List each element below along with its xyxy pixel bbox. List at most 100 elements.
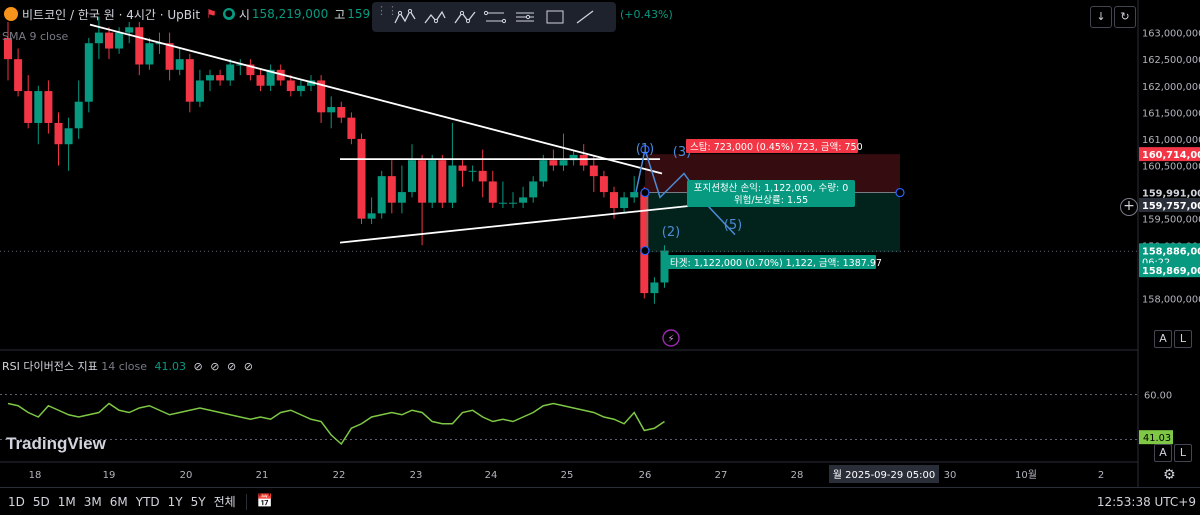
time-tick-label: 26 <box>639 470 652 481</box>
target-price-tag: 158,869,000 <box>1142 266 1200 277</box>
range-all[interactable]: 전체 <box>213 495 236 509</box>
time-tick-label: 27 <box>715 470 728 481</box>
candle-body <box>468 170 477 172</box>
candle-body <box>135 27 144 65</box>
rsi-indicator-label[interactable]: RSI 다이버전스 지표 14 close 41.03 ⊘ ⊘ ⊘ ⊘ <box>2 358 253 374</box>
position-label-line1: 포지션청산 손익: 1,122,000, 수량: 0 <box>694 182 849 194</box>
range-1d[interactable]: 1D <box>8 494 25 509</box>
stop-price-tag-bg <box>1139 147 1200 162</box>
divider <box>245 493 247 510</box>
rsi-line <box>7 402 665 446</box>
short-position-icon[interactable] <box>512 5 538 29</box>
range-5d[interactable]: 5D <box>32 494 50 509</box>
range-ytd[interactable]: YTD <box>135 494 160 509</box>
clock[interactable]: 12:53:38 UTC+9 <box>1096 494 1196 509</box>
calendar-icon[interactable]: 📅 <box>256 494 273 509</box>
time-tick-label: 2 <box>1098 470 1104 481</box>
rsi-log-scale-button[interactable]: L <box>1174 444 1192 462</box>
line-icon[interactable] <box>572 5 598 29</box>
candle-body <box>498 202 507 204</box>
range-1y[interactable]: 1Y <box>167 494 183 509</box>
candle-body <box>397 192 406 203</box>
candle-body <box>24 91 33 123</box>
rsi-flag-icon[interactable]: ⊘ <box>243 360 253 373</box>
candle-body <box>438 160 447 203</box>
time-tick-label: 23 <box>410 470 423 481</box>
target-price-tag-bg <box>1139 263 1200 278</box>
stop-label-bg <box>686 139 858 153</box>
candle-body <box>488 181 497 203</box>
rsi-flag-icon[interactable]: ⊘ <box>210 360 220 373</box>
drag-handle-icon[interactable]: ⋮⋮ <box>376 4 398 17</box>
lightning-icon <box>662 329 680 347</box>
rsi-flag-icon[interactable]: ⊘ <box>226 360 237 373</box>
price-tick-label: 161,500,000 <box>1142 108 1200 119</box>
stop-label: 스탑: 723,000 (0.45%) 723, 금액: 750 <box>690 141 863 153</box>
range-3m[interactable]: 3M <box>83 494 102 509</box>
settings-gear-icon[interactable]: ⚙ <box>1163 467 1176 483</box>
rsi-auto-scale-button[interactable]: A <box>1154 444 1172 462</box>
time-tick-label: 24 <box>485 470 498 481</box>
lightning-icon-glyph: ⚡ <box>667 334 674 345</box>
rsi-value: 41.03 <box>154 360 187 373</box>
high-label: 고 <box>334 7 346 22</box>
candle-body <box>529 181 538 198</box>
candle-body <box>84 43 93 102</box>
range-5y[interactable]: 5Y <box>190 494 206 509</box>
stop-price-tag: 160,714,000 <box>1142 150 1200 161</box>
current-price-tag: 158,886,000 <box>1142 246 1200 257</box>
candle-body <box>296 85 305 92</box>
time-tick-label: 22 <box>333 470 346 481</box>
candle-body <box>579 154 588 166</box>
rsi-flag-icon[interactable]: ⊘ <box>193 360 203 373</box>
candle-body <box>387 176 396 203</box>
candle-body <box>327 107 336 113</box>
candle-body <box>165 43 174 70</box>
candle-body <box>589 165 598 177</box>
rectangle-icon[interactable] <box>542 5 568 29</box>
price-change: (+0.43%) <box>620 8 673 21</box>
time-tick-label: 18 <box>29 470 42 481</box>
candle-body <box>4 37 12 60</box>
refresh-icon[interactable]: ↻ <box>1114 6 1136 28</box>
price-tick-label: 158,000,000 <box>1142 294 1200 305</box>
log-scale-button[interactable]: L <box>1174 330 1192 348</box>
sma-indicator-label[interactable]: SMA 9 close <box>2 30 69 43</box>
entry-price-tag-bg <box>1139 185 1200 200</box>
rsi-params: 14 close <box>101 360 148 373</box>
pattern-icon[interactable] <box>422 5 448 29</box>
candle-body <box>286 80 295 92</box>
candle-body <box>509 202 517 204</box>
candle-body <box>448 165 457 203</box>
time-cursor-tag: 월 2025-09-29 05:00 <box>833 469 936 481</box>
rsi-title: RSI 다이버전스 지표 <box>2 360 98 373</box>
symbol-title[interactable]: 비트코인 / 한국 원 · 4시간 · UpBit <box>22 7 201 22</box>
time-cursor-tag-bg <box>829 465 939 483</box>
range-1m[interactable]: 1M <box>57 494 76 509</box>
candle-body <box>44 91 53 123</box>
candle-body <box>54 122 63 145</box>
candle-body <box>367 213 376 219</box>
candle-body <box>307 80 315 86</box>
candle-body <box>246 64 255 76</box>
market-status-icon: ● <box>222 8 235 20</box>
candle-body <box>145 43 154 65</box>
flag-icon[interactable]: ⚑ <box>206 7 217 21</box>
auto-scale-button[interactable]: A <box>1154 330 1172 348</box>
drag-handle <box>640 245 650 256</box>
range-6m[interactable]: 6M <box>109 494 128 509</box>
time-tick-label: 30 <box>944 470 957 481</box>
add-alert-icon[interactable]: + <box>1120 198 1138 216</box>
long-position-icon[interactable] <box>482 5 508 29</box>
drag-handle <box>895 187 905 198</box>
open-value: 158,219,000 <box>251 7 329 21</box>
abcd-icon[interactable] <box>452 5 478 29</box>
rsi-current-tag-bg <box>1139 430 1173 445</box>
zigzag-icon[interactable] <box>392 5 418 29</box>
candle-body <box>74 101 83 129</box>
position-label-bg <box>687 180 855 207</box>
download-icon[interactable]: ↓ <box>1090 6 1112 28</box>
wave-label: (2) <box>662 225 680 240</box>
candle-body <box>94 32 103 44</box>
